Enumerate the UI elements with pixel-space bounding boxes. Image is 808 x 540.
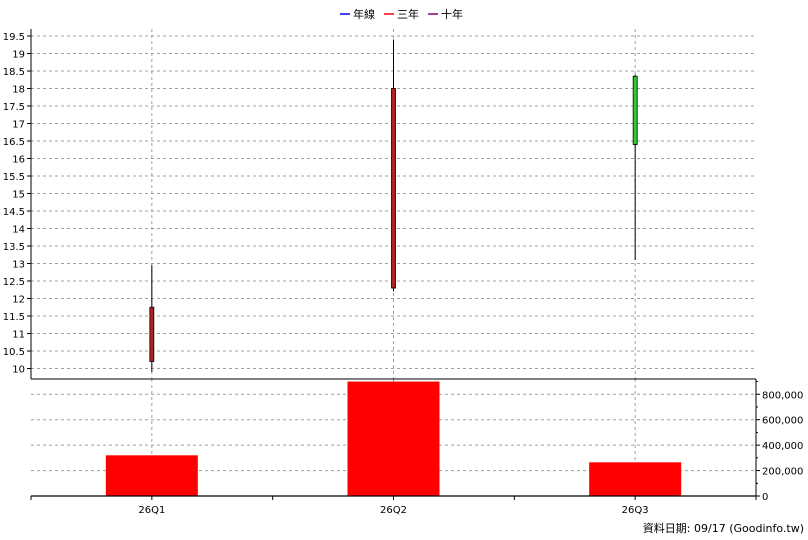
price-tick-label-11: 15.5	[3, 172, 25, 183]
candle-body-0	[149, 306, 155, 362]
price-tick-label-18: 19	[12, 50, 25, 61]
price-tick-label-14: 17	[12, 120, 25, 131]
footer-source: 資料日期: 09/17 (Goodinfo.tw)	[643, 521, 804, 535]
volume-bar-1	[347, 381, 440, 496]
volume-bars	[105, 381, 682, 496]
price-tick-label-2: 11	[12, 330, 25, 341]
price-tick-label-15: 17.5	[3, 102, 25, 113]
price-tick-label-0: 10	[12, 365, 25, 376]
candle-body-2	[632, 75, 638, 145]
price-tick-label-4: 12	[12, 295, 25, 306]
volume-tick-label-0: 0	[762, 492, 768, 503]
volume-tick-label-1: 200,000	[762, 467, 803, 478]
price-tick-label-17: 18.5	[3, 67, 25, 78]
volume-bar-0	[105, 455, 198, 496]
price-tick-label-3: 11.5	[3, 312, 25, 323]
price-tick-label-8: 14	[12, 225, 25, 236]
price-tick-label-1: 10.5	[3, 347, 25, 358]
price-tick-label-7: 13.5	[3, 242, 25, 253]
price-tick-label-12: 16	[12, 155, 25, 166]
volume-tick-label-4: 800,000	[762, 390, 803, 401]
candlesticks	[149, 39, 638, 372]
price-tick-label-9: 14.5	[3, 207, 25, 218]
price-y-axis: 10 10.5 11 11.5 12 12.5 13 13.5 14 14.5 15 15.5 16 16…	[3, 29, 32, 379]
x-tick-label-1: 26Q2	[380, 505, 407, 516]
legend-label-1: 三年	[397, 7, 419, 21]
price-tick-label-19: 19.5	[3, 32, 25, 43]
price-tick-label-10: 15	[12, 190, 25, 201]
x-tick-label-0: 26Q1	[138, 505, 165, 516]
x-axis: 26Q1 26Q2 26Q3	[30, 495, 757, 516]
legend-label-0: 年線	[353, 7, 375, 21]
volume-bar-2	[589, 462, 682, 496]
volume-tick-label-3: 600,000	[762, 416, 803, 427]
price-tick-label-13: 16.5	[3, 137, 25, 148]
candle-body-1	[391, 88, 396, 289]
x-tick-label-2: 26Q3	[622, 505, 649, 516]
volume-y-axis: 0 200,000 400,000 600,000 800,000	[755, 379, 803, 503]
legend-label-2: 十年	[441, 7, 463, 21]
price-tick-label-5: 12.5	[3, 277, 25, 288]
volume-tick-label-2: 400,000	[762, 441, 803, 452]
price-tick-label-16: 18	[12, 85, 25, 96]
price-tick-label-6: 13	[12, 260, 25, 271]
legend: 年線 三年 十年	[340, 7, 463, 21]
